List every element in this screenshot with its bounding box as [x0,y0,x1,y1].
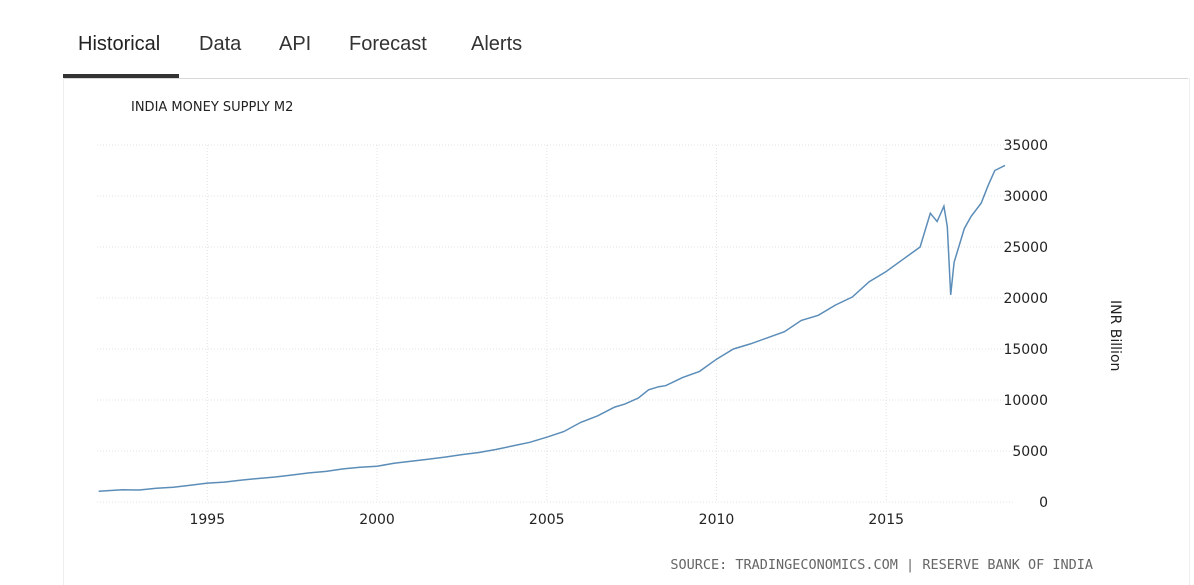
y-tick-label: 15000 [1003,342,1048,358]
y-tick-label: 25000 [1003,240,1048,256]
tab-alerts[interactable]: Alerts [471,33,523,55]
x-tick-label: 2000 [359,512,395,528]
y-tick-label: 20000 [1003,291,1048,307]
y-axis: 0 5000 10000 15000 20000 25000 30000 35000 [1003,138,1048,511]
source-note: SOURCE: TRADINGECONOMICS.COM | RESERVE B… [670,557,1093,573]
y-tick-label: 30000 [1003,189,1048,205]
active-tab-indicator [63,74,179,78]
tab-data[interactable]: Data [199,33,242,55]
tab-forecast[interactable]: Forecast [349,33,427,55]
chart-panel [63,78,1190,585]
y-tick-label: 10000 [1003,393,1048,409]
x-tick-label: 2015 [868,512,904,528]
grid [97,144,1015,503]
x-axis: 1995 2000 2005 2010 2015 [189,512,904,528]
tab-historical[interactable]: Historical [78,33,161,55]
y-axis-label: INR Billion [1107,300,1123,371]
series-line[interactable] [98,164,1006,493]
tab-api[interactable]: API [279,33,312,55]
x-tick-label: 2005 [529,512,565,528]
x-tick-label: 2010 [699,512,735,528]
chart-title: INDIA MONEY SUPPLY M2 [131,100,293,115]
x-tick-label: 1995 [189,512,225,528]
y-tick-label: 5000 [1012,444,1048,460]
y-tick-label: 0 [1039,495,1048,511]
y-tick-label: 35000 [1003,138,1048,154]
tab-bar: Historical Data API Forecast Alerts [63,0,1188,79]
